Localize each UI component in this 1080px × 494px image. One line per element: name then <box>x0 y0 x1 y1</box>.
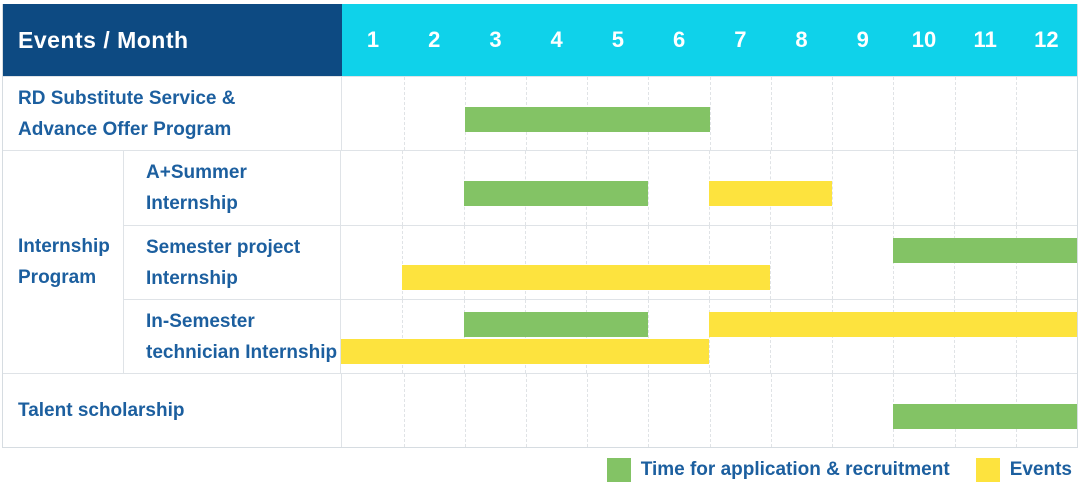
gantt-bar-application <box>463 181 648 206</box>
month-gridline <box>526 374 528 447</box>
month-label: 4 <box>550 27 563 52</box>
gantt-track <box>341 151 1077 225</box>
month-label: 11 <box>973 27 997 52</box>
gantt-bar-event <box>709 312 1077 337</box>
month-gridline <box>402 226 404 299</box>
month-label: 2 <box>428 27 441 52</box>
month-label: 3 <box>489 27 502 52</box>
month-gridline <box>831 151 833 225</box>
month-gridline <box>463 226 465 299</box>
gantt-bar-application <box>893 404 1077 429</box>
gantt-bar-event <box>402 265 771 290</box>
group-label-internship-program: Internship Program <box>3 151 124 373</box>
gantt-track <box>341 300 1077 373</box>
month-gridline <box>586 226 588 299</box>
schedule-table: Events / Month 1 2 3 4 5 6 7 8 9 10 11 12 RD Substi… <box>2 4 1078 448</box>
month-label: 6 <box>672 27 686 52</box>
gantt-bar-event <box>341 339 709 364</box>
table-row: A+Summer Internship <box>124 151 1077 225</box>
gantt-track <box>342 77 1077 150</box>
legend-label-application: Time for application & recruitment <box>640 459 950 480</box>
table-row: Talent scholarship <box>3 373 1077 447</box>
table-row: Semester project Internship <box>124 225 1077 299</box>
month-gridline <box>525 226 526 299</box>
month-gridline <box>647 226 649 299</box>
month-gridline <box>770 374 772 447</box>
gantt-bar-application <box>464 107 710 132</box>
month-gridline <box>647 151 649 225</box>
legend: Time for application & recruitment Event… <box>606 458 1072 482</box>
month-gridline <box>709 226 710 299</box>
month-gridline <box>709 374 711 447</box>
month-label: 7 <box>734 27 747 52</box>
month-gridline <box>770 77 772 150</box>
gantt-track <box>342 374 1077 447</box>
legend-swatch-application-icon <box>606 458 631 482</box>
month-gridline <box>1015 77 1017 150</box>
month-gridline <box>403 374 405 447</box>
legend-label-events: Events <box>1009 459 1072 480</box>
month-gridline <box>893 77 895 150</box>
month-label: 1 <box>366 27 380 52</box>
month-label: 10 <box>911 27 937 52</box>
month-label: 5 <box>611 27 624 52</box>
internship-program-group: Internship Program A+Summer Internship S… <box>3 150 1077 373</box>
month-header: 1 2 3 4 5 6 7 8 9 10 11 12 <box>342 4 1077 76</box>
month-gridline <box>587 374 589 447</box>
month-label: 9 <box>856 27 869 52</box>
month-gridline <box>402 300 404 373</box>
month-gridline <box>403 77 405 150</box>
row-label-talent-scholarship: Talent scholarship <box>3 374 343 447</box>
row-label-in-semester-technician: In-Semester technician Internship <box>124 300 341 373</box>
month-gridline <box>832 374 834 447</box>
month-gridline <box>954 77 956 150</box>
month-gridline <box>464 374 466 447</box>
month-label: 12 <box>1034 27 1059 52</box>
table-header: Events / Month 1 2 3 4 5 6 7 8 9 10 11 12 <box>3 4 1077 76</box>
month-gridline <box>893 151 894 225</box>
month-gridline <box>954 151 956 225</box>
month-gridline <box>770 226 772 299</box>
month-gridline <box>647 300 649 373</box>
gantt-bar-application <box>893 238 1077 263</box>
gantt-chart: Events / Month 1 2 3 4 5 6 7 8 9 10 11 12 RD Substi… <box>2 4 1078 448</box>
row-label-rd-substitute: RD Substitute Service & Advance Offer Pr… <box>3 77 343 150</box>
legend-swatch-event-icon <box>975 458 1000 482</box>
month-gridline <box>648 374 650 447</box>
row-label-semester-project: Semester project Internship <box>124 226 341 299</box>
month-gridline <box>832 77 834 150</box>
gantt-track <box>341 226 1077 299</box>
gantt-bar-application <box>463 312 648 337</box>
month-gridline <box>1015 151 1017 225</box>
month-gridline <box>831 226 833 299</box>
table-row: In-Semester technician Internship <box>124 299 1077 373</box>
events-month-header: Events / Month <box>3 4 343 76</box>
month-gridline <box>709 77 711 150</box>
month-label: 8 <box>795 27 808 52</box>
row-label-a-plus-summer: A+Summer Internship <box>124 151 341 225</box>
table-row: RD Substitute Service & Advance Offer Pr… <box>3 76 1077 150</box>
gantt-bar-event <box>709 181 832 206</box>
month-gridline <box>402 151 404 225</box>
